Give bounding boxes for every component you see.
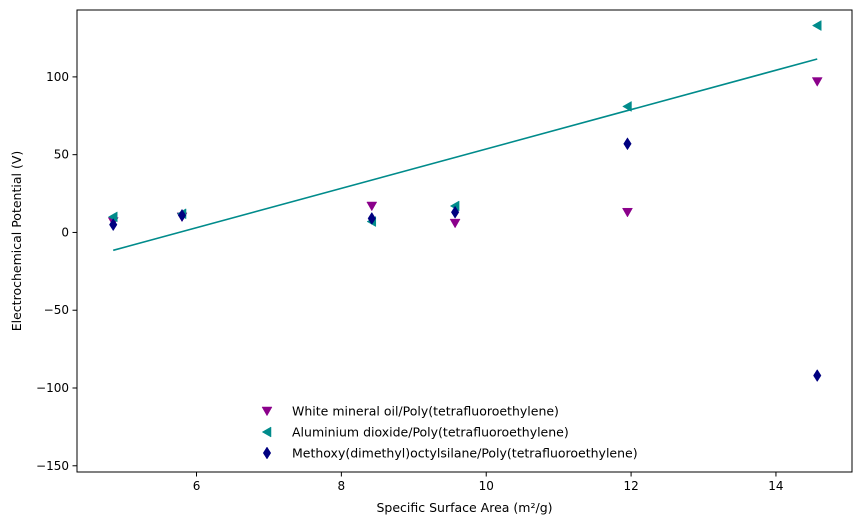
legend-label-1: Aluminium dioxide/Poly(tetrafluoroethyle… [292, 425, 569, 440]
point-series-0-2 [366, 201, 378, 212]
point-series-0-5 [811, 77, 823, 87]
plot-area [77, 10, 852, 472]
point-series-2-0 [109, 218, 118, 232]
x-axis: 6 8 10 12 14 [193, 472, 784, 493]
legend-marker-0 [261, 406, 273, 417]
legend-label-0: White mineral oil/Poly(tetrafluoroethyle… [292, 404, 559, 419]
x-tick-label-4: 14 [768, 479, 783, 493]
y-tick-label-0: −150 [36, 459, 69, 473]
y-tick-label-5: 100 [46, 70, 69, 84]
point-series-2-1 [177, 208, 187, 222]
point-series-2-3 [450, 205, 460, 219]
x-tick-label-3: 12 [623, 479, 638, 493]
points-layer [107, 20, 823, 383]
trend-layer [113, 58, 818, 252]
legend-marker-2 [262, 446, 272, 460]
y-axis: −150 −100 −50 0 50 100 [36, 70, 77, 473]
x-tick-label-1: 8 [338, 479, 346, 493]
point-series-0-3 [449, 218, 461, 229]
y-tick-label-2: −50 [44, 303, 69, 317]
y-axis-label: Electrochemical Potential (V) [9, 151, 24, 332]
x-axis-label: Specific Surface Area (m²/g) [376, 500, 552, 515]
legend-marker-1 [261, 426, 272, 438]
y-tick-label-1: −100 [36, 381, 69, 395]
y-tick-label-3: 0 [61, 225, 69, 239]
y-tick-label-4: 50 [54, 148, 69, 162]
point-series-2-4 [623, 137, 632, 151]
legend-label-2: Methoxy(dimethyl)octylsilane/Poly(tetraf… [292, 446, 638, 461]
point-series-1-4 [622, 101, 632, 112]
plot-frame [76, 9, 853, 473]
point-series-2-2 [367, 211, 376, 225]
x-tick-label-2: 10 [479, 479, 494, 493]
x-tick-label-0: 6 [193, 479, 201, 493]
legend: White mineral oil/Poly(tetrafluoroethyle… [261, 404, 638, 461]
point-series-2-5 [813, 369, 822, 383]
trend-line [113, 58, 818, 252]
point-series-0-4 [622, 207, 633, 218]
point-series-1-5 [811, 20, 822, 31]
